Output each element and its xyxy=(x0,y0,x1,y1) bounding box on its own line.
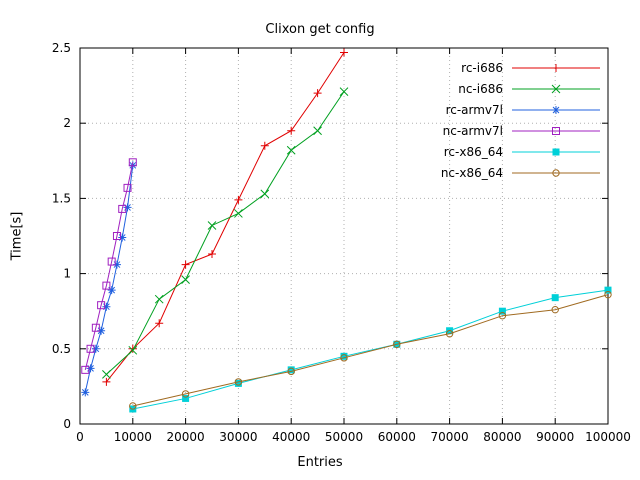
legend-label: nc-i686 xyxy=(458,82,503,96)
legend-label: rc-x86_64 xyxy=(444,145,503,159)
x-tick-label: 50000 xyxy=(325,430,363,444)
series-nc-armv7l xyxy=(81,158,137,374)
axes xyxy=(79,47,609,425)
y-tick-label: 2 xyxy=(63,116,71,130)
series-rc-x86_64 xyxy=(129,286,612,413)
y-tick-label: 2.5 xyxy=(52,41,71,55)
x-tick-label: 70000 xyxy=(431,430,469,444)
x-tick-label: 20000 xyxy=(167,430,205,444)
tick-labels: 0 10000 20000 30000 40000 50000 60000 70000 8000… xyxy=(52,41,631,444)
y-tick-label: 1 xyxy=(63,267,71,281)
x-tick-label: 0 xyxy=(76,430,84,444)
grid-lines xyxy=(79,47,609,425)
x-tick-label: 10000 xyxy=(114,430,152,444)
legend-label: nc-armv7l xyxy=(443,124,503,138)
series-rc-i686 xyxy=(102,48,348,386)
y-tick-label: 0.5 xyxy=(52,342,71,356)
y-tick-label: 1.5 xyxy=(52,191,71,205)
x-tick-label: 60000 xyxy=(378,430,416,444)
x-tick-label: 30000 xyxy=(219,430,257,444)
x-tick-label: 80000 xyxy=(483,430,521,444)
x-tick-label: 90000 xyxy=(536,430,574,444)
y-tick-label: 0 xyxy=(63,417,71,431)
series-nc-i686 xyxy=(102,87,349,379)
series-rc-armv7l xyxy=(81,161,137,397)
legend-label: rc-armv7l xyxy=(446,103,503,117)
chart-title: Clixon get config xyxy=(265,22,375,37)
x-axis-label: Entries xyxy=(297,455,343,470)
legend-label: rc-i686 xyxy=(461,61,503,75)
legend: rc-i686 nc-i686 rc-armv7l nc-armv7l rc-x86_6… xyxy=(441,61,600,180)
series-nc-x86_64 xyxy=(129,290,612,410)
legend-label: nc-x86_64 xyxy=(441,166,503,180)
x-tick-label: 100000 xyxy=(585,430,631,444)
x-tick-label: 40000 xyxy=(272,430,310,444)
